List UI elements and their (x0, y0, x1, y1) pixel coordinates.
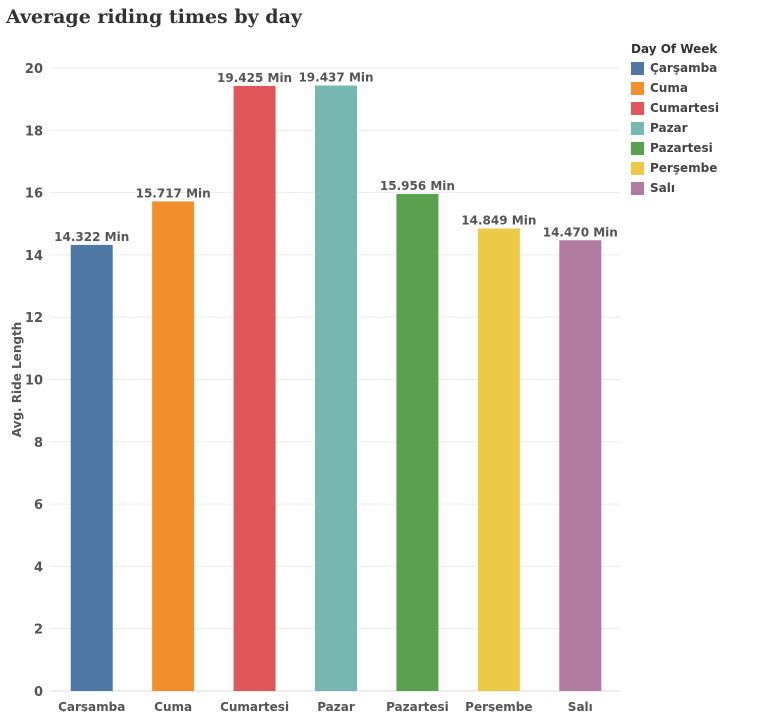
x-tick-label: Perşembe (465, 700, 532, 712)
legend-item-sali[interactable]: Salı (631, 178, 719, 198)
bar (396, 193, 439, 692)
legend-label: Salı (650, 181, 675, 195)
x-tick-label: Pazar (317, 700, 355, 712)
data-label: 14.849 Min (461, 213, 536, 227)
legend-label: Çarşamba (650, 61, 718, 75)
legend-item-cuma[interactable]: Cuma (631, 78, 719, 98)
data-label: 15.956 Min (380, 179, 455, 193)
legend-label: Cumartesi (650, 101, 719, 115)
x-tick-label: Pazartesi (386, 700, 449, 712)
bar (70, 244, 113, 692)
legend-swatch (631, 61, 644, 75)
legend: Day Of Week Çarşamba Cuma Cumartesi Paza… (631, 42, 719, 198)
y-tick-label: 4 (34, 560, 43, 575)
legend-swatch (631, 121, 644, 135)
legend-item-pazartesi[interactable]: Pazartesi (631, 138, 719, 158)
legend-swatch (631, 161, 644, 175)
data-label: 15.717 Min (136, 186, 211, 200)
legend-label: Perşembe (650, 161, 718, 175)
data-label: 14.470 Min (543, 225, 618, 239)
y-tick-label: 0 (34, 685, 43, 700)
bar (559, 240, 602, 691)
legend-label: Cuma (650, 81, 688, 95)
legend-item-pazar[interactable]: Pazar (631, 118, 719, 138)
y-tick-label: 8 (34, 436, 43, 451)
legend-swatch (631, 141, 644, 155)
legend-label: Pazartesi (650, 141, 713, 155)
legend-swatch (631, 181, 644, 195)
y-tick-label: 14 (25, 249, 43, 264)
legend-title: Day Of Week (631, 42, 718, 56)
bar (477, 228, 520, 691)
x-tick-label: Çarşamba (58, 700, 125, 712)
x-tick-label: Salı (568, 700, 593, 712)
chart-title: Average riding times by day (6, 6, 302, 28)
legend-item-persembe[interactable]: Perşembe (631, 158, 719, 178)
bar (152, 201, 195, 691)
y-axis-label: Avg. Ride Length (10, 322, 24, 437)
y-tick-label: 6 (34, 498, 43, 513)
legend-label: Pazar (650, 121, 688, 135)
bar (315, 85, 357, 691)
y-tick-label: 18 (25, 124, 43, 139)
bar (233, 85, 276, 691)
y-tick-label: 2 (34, 623, 43, 638)
x-tick-label: Cumartesi (220, 700, 289, 712)
legend-item-cumartesi[interactable]: Cumartesi (631, 98, 719, 118)
data-label: 19.425 Min (217, 71, 292, 85)
legend-item-carsamba[interactable]: Çarşamba (631, 58, 719, 78)
legend-swatch (631, 81, 644, 95)
y-tick-label: 10 (25, 374, 43, 389)
data-label: 19.437 Min (298, 71, 373, 85)
y-tick-label: 20 (25, 62, 43, 77)
x-tick-label: Cuma (154, 700, 192, 712)
y-tick-label: 16 (25, 187, 43, 202)
data-label: 14.322 Min (54, 230, 129, 244)
y-tick-label: 12 (25, 311, 43, 326)
legend-swatch (631, 101, 644, 115)
